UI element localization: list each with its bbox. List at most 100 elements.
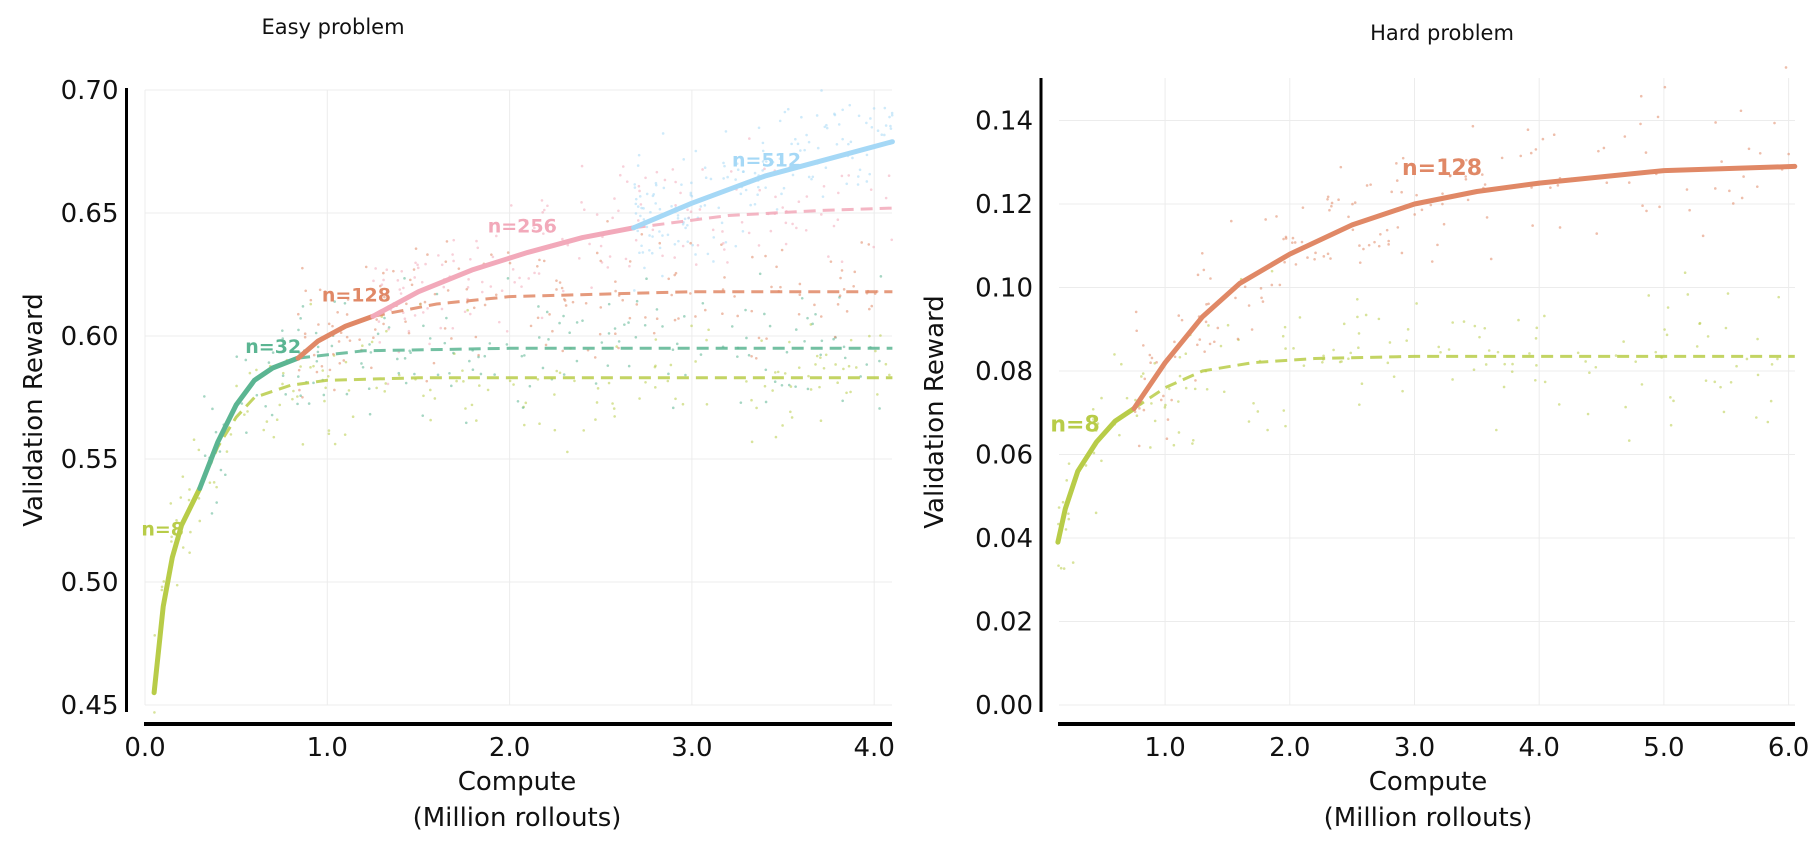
scatter-point <box>314 331 318 335</box>
scatter-point <box>750 309 754 313</box>
scatter-point <box>819 419 823 423</box>
scatter-point <box>819 353 822 357</box>
scatter-point <box>1135 414 1139 418</box>
scatter-point <box>558 281 562 284</box>
scatter-point <box>1163 406 1167 409</box>
scatter-point <box>606 266 610 269</box>
scatter-point <box>1386 361 1390 365</box>
scatter-point <box>617 340 621 343</box>
scatter-point <box>649 210 652 214</box>
scatter-point <box>1519 154 1523 158</box>
scatter-point <box>757 185 760 189</box>
scatter-point <box>281 329 284 332</box>
scatter-point <box>628 260 632 263</box>
scatter-point <box>794 328 798 331</box>
scatter-point <box>404 381 408 385</box>
scatter-point <box>210 512 214 515</box>
scatter-point <box>1284 235 1288 239</box>
scatter-point <box>558 371 562 375</box>
scatter-point <box>538 224 541 227</box>
scatter-point <box>1198 338 1202 341</box>
scatter-point <box>299 365 302 368</box>
scatter-point <box>338 361 342 365</box>
x-tick-label: 1.0 <box>1144 733 1185 763</box>
scatter-point <box>694 253 697 256</box>
x-axis-label-units: (Million rollouts) <box>413 803 622 833</box>
scatter-point <box>264 405 267 408</box>
scatter-point <box>1356 297 1359 301</box>
scatter-point <box>1496 350 1500 354</box>
scatter-point <box>1485 216 1489 219</box>
scatter-point <box>1259 287 1263 290</box>
scatter-point <box>452 238 456 242</box>
scatter-point <box>1529 151 1533 155</box>
scatter-point <box>770 285 773 289</box>
scatter-point <box>1663 328 1666 331</box>
scatter-point <box>841 137 844 141</box>
scatter-point <box>1243 285 1247 289</box>
scatter-point <box>284 393 288 396</box>
scatter-point <box>779 285 782 289</box>
scatter-point <box>358 338 361 341</box>
x-tick-label: 5.0 <box>1643 733 1684 763</box>
scatter-point <box>1208 342 1212 346</box>
scatter-point <box>666 233 670 237</box>
scatter-point <box>611 216 614 220</box>
scatter-point <box>345 335 349 339</box>
scatter-point <box>333 300 336 303</box>
scatter-point <box>1358 403 1361 406</box>
scatter-point <box>653 365 657 369</box>
scatter-point <box>404 320 407 323</box>
scatter-point <box>471 368 475 372</box>
scatter-point <box>324 386 327 390</box>
scatter-point <box>403 357 407 360</box>
scatter-point <box>635 299 639 303</box>
scatter-point <box>1177 400 1180 403</box>
scatter-point <box>1430 260 1434 263</box>
scatter-point <box>1666 306 1670 309</box>
scatter-point <box>868 307 871 311</box>
scatter-point <box>1740 196 1744 200</box>
scatter-point <box>1084 464 1088 467</box>
scatter-point <box>673 243 677 246</box>
series-extrapolation-n-256 <box>633 206 893 230</box>
scatter-point <box>361 365 365 369</box>
scatter-point <box>870 304 874 308</box>
scatter-point <box>312 364 315 368</box>
scatter-point <box>783 110 787 114</box>
easy-problem-chart: Easy problem Validation Reward Compute (… <box>19 15 895 833</box>
scatter-point <box>1300 240 1304 244</box>
scatter-point <box>625 180 629 183</box>
scatter-point <box>455 379 458 383</box>
scatter-point <box>686 240 690 243</box>
scatter-point <box>343 433 347 436</box>
scatter-point <box>463 310 467 314</box>
scatter-point <box>683 315 686 318</box>
scatter-point <box>524 401 528 405</box>
scatter-point <box>822 366 826 370</box>
scatter-point <box>758 272 762 276</box>
scatter-point <box>872 107 876 110</box>
scatter-point <box>654 386 657 389</box>
scatter-point <box>807 140 811 144</box>
scatter-point <box>383 316 386 320</box>
scatter-point <box>878 407 881 410</box>
scatter-point <box>761 160 765 163</box>
scatter-point <box>483 303 487 307</box>
scatter-point <box>370 340 374 344</box>
scatter-point <box>470 403 474 407</box>
scatter-point <box>694 315 697 318</box>
scatter-point <box>1367 243 1371 247</box>
scatter-point <box>1193 387 1197 391</box>
scatter-point <box>1614 354 1618 357</box>
scatter-point <box>763 384 767 388</box>
scatter-point <box>663 178 667 182</box>
scatter-point <box>1698 322 1701 326</box>
scatter-point <box>1191 442 1194 445</box>
scatter-point <box>1442 222 1446 226</box>
scatter-point <box>761 141 765 145</box>
scatter-point <box>1356 315 1359 319</box>
scatter-point <box>723 276 726 279</box>
scatter-point <box>872 245 875 249</box>
scatter-point <box>878 359 881 363</box>
